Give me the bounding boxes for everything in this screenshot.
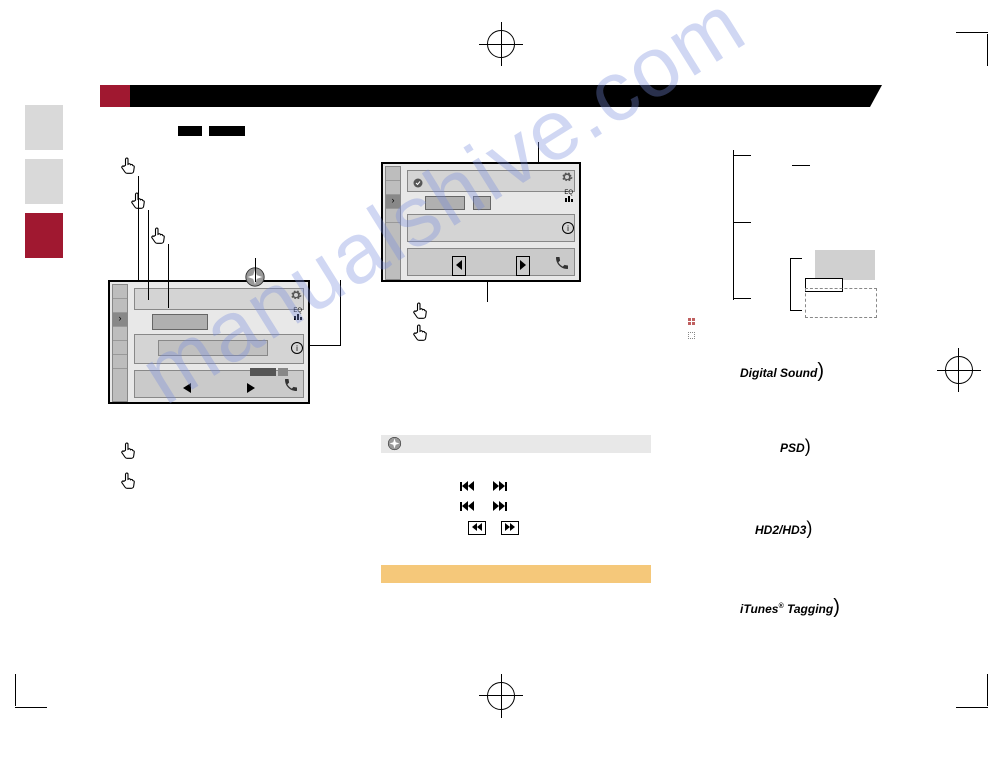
leader-3 [168, 244, 169, 308]
bracket-sub [790, 258, 791, 310]
bracket-dash [792, 165, 810, 166]
media-row-2 [460, 498, 507, 516]
next-arrow-icon [247, 380, 255, 398]
eq-icon: EQ [293, 308, 302, 322]
dot-grid-2 [688, 332, 697, 341]
eq-icon-r: EQ [564, 190, 573, 204]
preset-strip-r: › [385, 166, 401, 280]
header-bar [100, 85, 870, 107]
boxed-prev-icon [452, 256, 466, 276]
info-icon-r: i [562, 222, 574, 234]
logo-psd: PSD) [780, 436, 811, 457]
header-badges [178, 123, 248, 141]
panel-row-r [407, 170, 575, 192]
bracket-t1 [733, 155, 751, 156]
leader-line [255, 258, 256, 282]
bracket-sub-t2 [790, 310, 802, 311]
boxed-fwd-icon [501, 521, 519, 535]
badge-1 [178, 126, 202, 136]
header-tail [870, 85, 882, 107]
panel-mid-r [407, 214, 575, 242]
media-row-3 [468, 518, 519, 536]
bottom-row-r [407, 248, 575, 276]
header-accent [100, 85, 130, 107]
check-icon [412, 176, 424, 194]
hand-icon [118, 470, 138, 492]
logo-itunes-tagging: iTunes® Tagging) [740, 596, 840, 619]
leader-info [310, 345, 340, 346]
bracket-t3 [733, 298, 751, 299]
leader-info-v [340, 280, 341, 346]
side-tab-1 [25, 105, 63, 150]
hand-icon [410, 322, 430, 344]
logo-hd2hd3: HD2/HD3) [755, 518, 812, 539]
media-row-1 [460, 478, 507, 496]
preset-strip: › [112, 284, 128, 402]
hand-icon [410, 300, 430, 322]
hand-icon [148, 225, 168, 247]
gray-preview-box [815, 250, 875, 280]
leader-r-top [538, 142, 539, 164]
leader-2 [148, 210, 149, 300]
dashed-box [805, 288, 877, 318]
hand-icon [118, 440, 138, 462]
gear-icon-r [561, 170, 573, 188]
prev-arrow-icon [183, 380, 191, 398]
side-tabs [25, 105, 63, 267]
small-badge [278, 368, 288, 376]
panel-mid-inner [158, 340, 268, 356]
boxed-next-icon [516, 256, 530, 276]
bracket-sub-t1 [790, 258, 802, 259]
boxed-rev-icon [468, 521, 486, 535]
bracket-t2 [733, 222, 751, 223]
hand-icon [128, 190, 148, 212]
side-tab-2 [25, 159, 63, 204]
caution-band [381, 565, 651, 583]
bracket-main [733, 150, 734, 300]
panel-row [134, 288, 304, 310]
diagram-left: › EQ i [108, 280, 310, 404]
panel-freq-r2 [473, 196, 491, 210]
logo-digital-sound: Digital Sound) [740, 360, 824, 383]
panel-freq [152, 314, 208, 330]
info-icon: i [291, 342, 303, 354]
compass-icon [387, 436, 402, 456]
scan-band [381, 435, 651, 453]
hand-icon [118, 155, 138, 177]
leader-r-bot [487, 282, 488, 302]
phone-icon-r [554, 255, 570, 276]
panel-freq-r [425, 196, 465, 210]
side-tab-3 [25, 213, 63, 258]
dot-grid-1 [688, 318, 697, 327]
diagram-right: › EQ i [381, 162, 581, 282]
badge-2 [209, 126, 245, 136]
gear-icon [290, 288, 302, 306]
hex-badge [250, 368, 276, 376]
phone-icon [283, 377, 299, 398]
